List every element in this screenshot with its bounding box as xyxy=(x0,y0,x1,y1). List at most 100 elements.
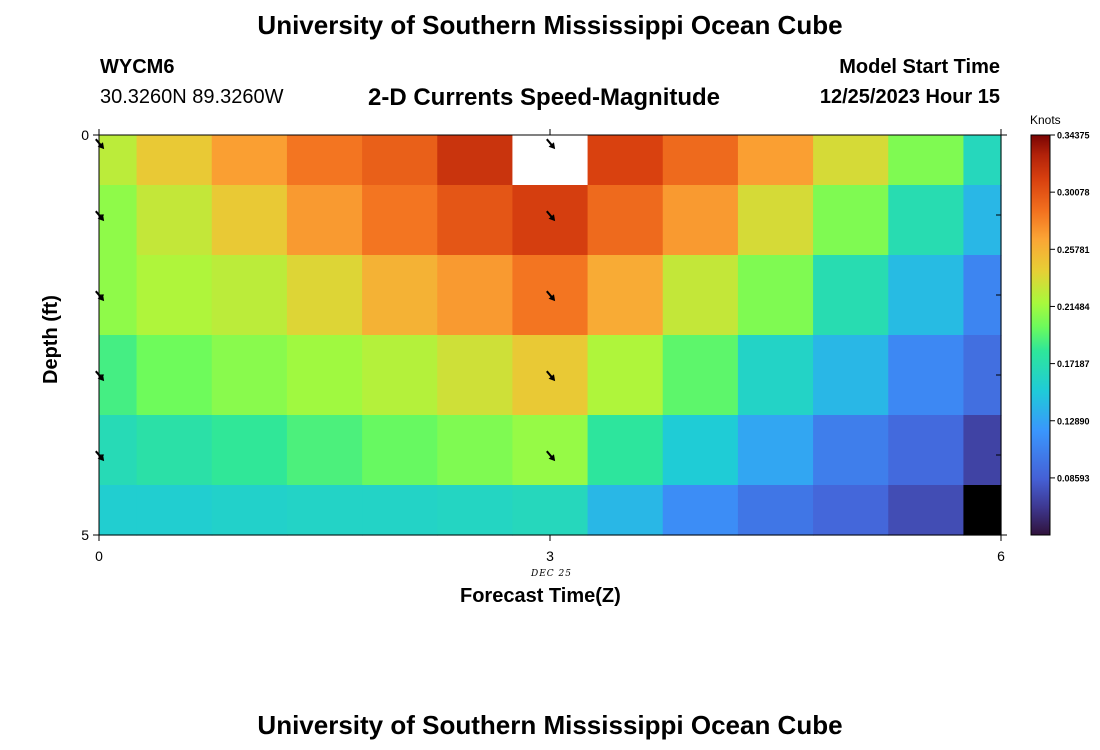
model-start-time: 12/25/2023 Hour 15 xyxy=(819,86,1000,108)
heatmap-cell xyxy=(437,335,514,416)
heatmap-cell xyxy=(963,255,1002,336)
x-tick-label: 6 xyxy=(997,548,1005,564)
heatmap-cell xyxy=(136,255,213,336)
page-title: University of Southern Mississippi Ocean… xyxy=(257,10,843,40)
heatmap-cell xyxy=(587,485,664,536)
heatmap-cell xyxy=(813,185,889,256)
heatmap-cell xyxy=(737,415,814,486)
y-tick-label: 5 xyxy=(81,527,89,543)
heatmap-cell xyxy=(587,135,664,186)
y-tick-label: 0 xyxy=(81,127,89,143)
heatmap-cell xyxy=(99,485,138,536)
heatmap-cell xyxy=(286,335,363,416)
footer-title: University of Southern Mississippi Ocean… xyxy=(257,710,843,740)
heatmap-cell xyxy=(99,135,138,186)
heatmap-cell xyxy=(737,335,814,416)
heatmap-cell xyxy=(888,255,965,336)
heatmap-cell xyxy=(99,335,138,416)
heatmap-cell xyxy=(662,485,739,536)
station-coordinates: 30.3260N 89.3260W xyxy=(100,86,284,108)
colorbar-tick-label: 0.25781 xyxy=(1057,245,1090,255)
heatmap-cell xyxy=(813,415,889,486)
date-label: DEC 25 xyxy=(531,569,572,579)
heatmap-cell xyxy=(963,415,1002,486)
heatmap-cell xyxy=(662,255,739,336)
heatmap-cell xyxy=(587,255,664,336)
heatmap-cell xyxy=(99,415,138,486)
colorbar-label: Knots xyxy=(1030,113,1061,127)
heatmap-cell xyxy=(737,135,814,186)
heatmap-cell xyxy=(437,135,514,186)
heatmap-cell xyxy=(136,185,213,256)
heatmap-cell xyxy=(737,185,814,256)
heatmap-cell xyxy=(211,185,288,256)
current-arrow xyxy=(546,450,556,462)
heatmap-cell xyxy=(286,255,363,336)
heatmap-cell xyxy=(662,135,739,186)
heatmap-cell xyxy=(437,185,514,256)
colorbar-tick-label: 0.17187 xyxy=(1057,359,1090,369)
heatmap-cell xyxy=(587,415,664,486)
heatmap-cell xyxy=(211,485,288,536)
heatmap-cell xyxy=(99,255,138,336)
heatmap-cell xyxy=(362,255,438,336)
current-arrow xyxy=(546,210,556,222)
heatmap-cell xyxy=(813,485,889,536)
heatmap-cell xyxy=(737,485,814,536)
heatmap-cell xyxy=(211,335,288,416)
heatmap-cell xyxy=(437,485,514,536)
heatmap-cell xyxy=(362,485,438,536)
heatmap-cell xyxy=(813,335,889,416)
model-start-label: Model Start Time xyxy=(839,56,1000,78)
heatmap-cell xyxy=(662,185,739,256)
heatmap-cell xyxy=(512,185,589,256)
heatmap-cell xyxy=(286,185,363,256)
heatmap-cell xyxy=(888,485,965,536)
current-arrow xyxy=(546,290,556,302)
current-arrow xyxy=(546,370,556,382)
colorbar-tick-label: 0.12890 xyxy=(1057,416,1090,426)
heatmap-cell xyxy=(286,135,363,186)
colorbar-tick-label: 0.08593 xyxy=(1057,473,1090,483)
heatmap-cell xyxy=(662,335,739,416)
heatmap-cell xyxy=(662,415,739,486)
heatmap-cell xyxy=(211,415,288,486)
heatmap-cell xyxy=(136,485,213,536)
colorbar-tick-label: 0.21484 xyxy=(1057,302,1090,312)
heatmap-cell xyxy=(362,415,438,486)
heatmap-cell xyxy=(362,135,438,186)
heatmap-cell xyxy=(136,415,213,486)
heatmap-cell xyxy=(963,335,1002,416)
colorbar-tick-label: 0.30078 xyxy=(1057,188,1090,198)
heatmap-cell xyxy=(587,335,664,416)
heatmap-cell xyxy=(963,135,1002,186)
heatmap-cell xyxy=(512,485,589,536)
x-axis-label: Forecast Time(Z) xyxy=(460,585,621,607)
heatmap-cell xyxy=(888,335,965,416)
heatmap-cell xyxy=(211,135,288,186)
heatmap-cell xyxy=(362,335,438,416)
heatmap-cell xyxy=(963,185,1002,256)
heatmap-cell xyxy=(437,255,514,336)
heatmap-cell xyxy=(437,415,514,486)
heatmap-cell xyxy=(888,415,965,486)
heatmap-cell xyxy=(888,185,965,256)
station-id: WYCM6 xyxy=(100,56,175,78)
heatmap-cell xyxy=(888,135,965,186)
heatmap-cell xyxy=(136,135,213,186)
heatmap-cell xyxy=(737,255,814,336)
heatmap-cell xyxy=(286,415,363,486)
heatmap-cell xyxy=(963,485,1002,536)
colorbar-tick-label: 0.34375 xyxy=(1057,131,1090,141)
heatmap-cell xyxy=(99,185,138,256)
heatmap-cell xyxy=(362,185,438,256)
x-tick-label: 0 xyxy=(95,548,103,564)
heatmap-cell xyxy=(813,135,889,186)
y-axis-label: Depth (ft) xyxy=(40,295,62,384)
heatmap-cell xyxy=(813,255,889,336)
heatmap-cell xyxy=(136,335,213,416)
current-arrow xyxy=(546,138,556,150)
x-tick-label: 3 xyxy=(546,548,554,564)
heatmap-cell xyxy=(587,185,664,256)
heatmap-cell xyxy=(286,485,363,536)
